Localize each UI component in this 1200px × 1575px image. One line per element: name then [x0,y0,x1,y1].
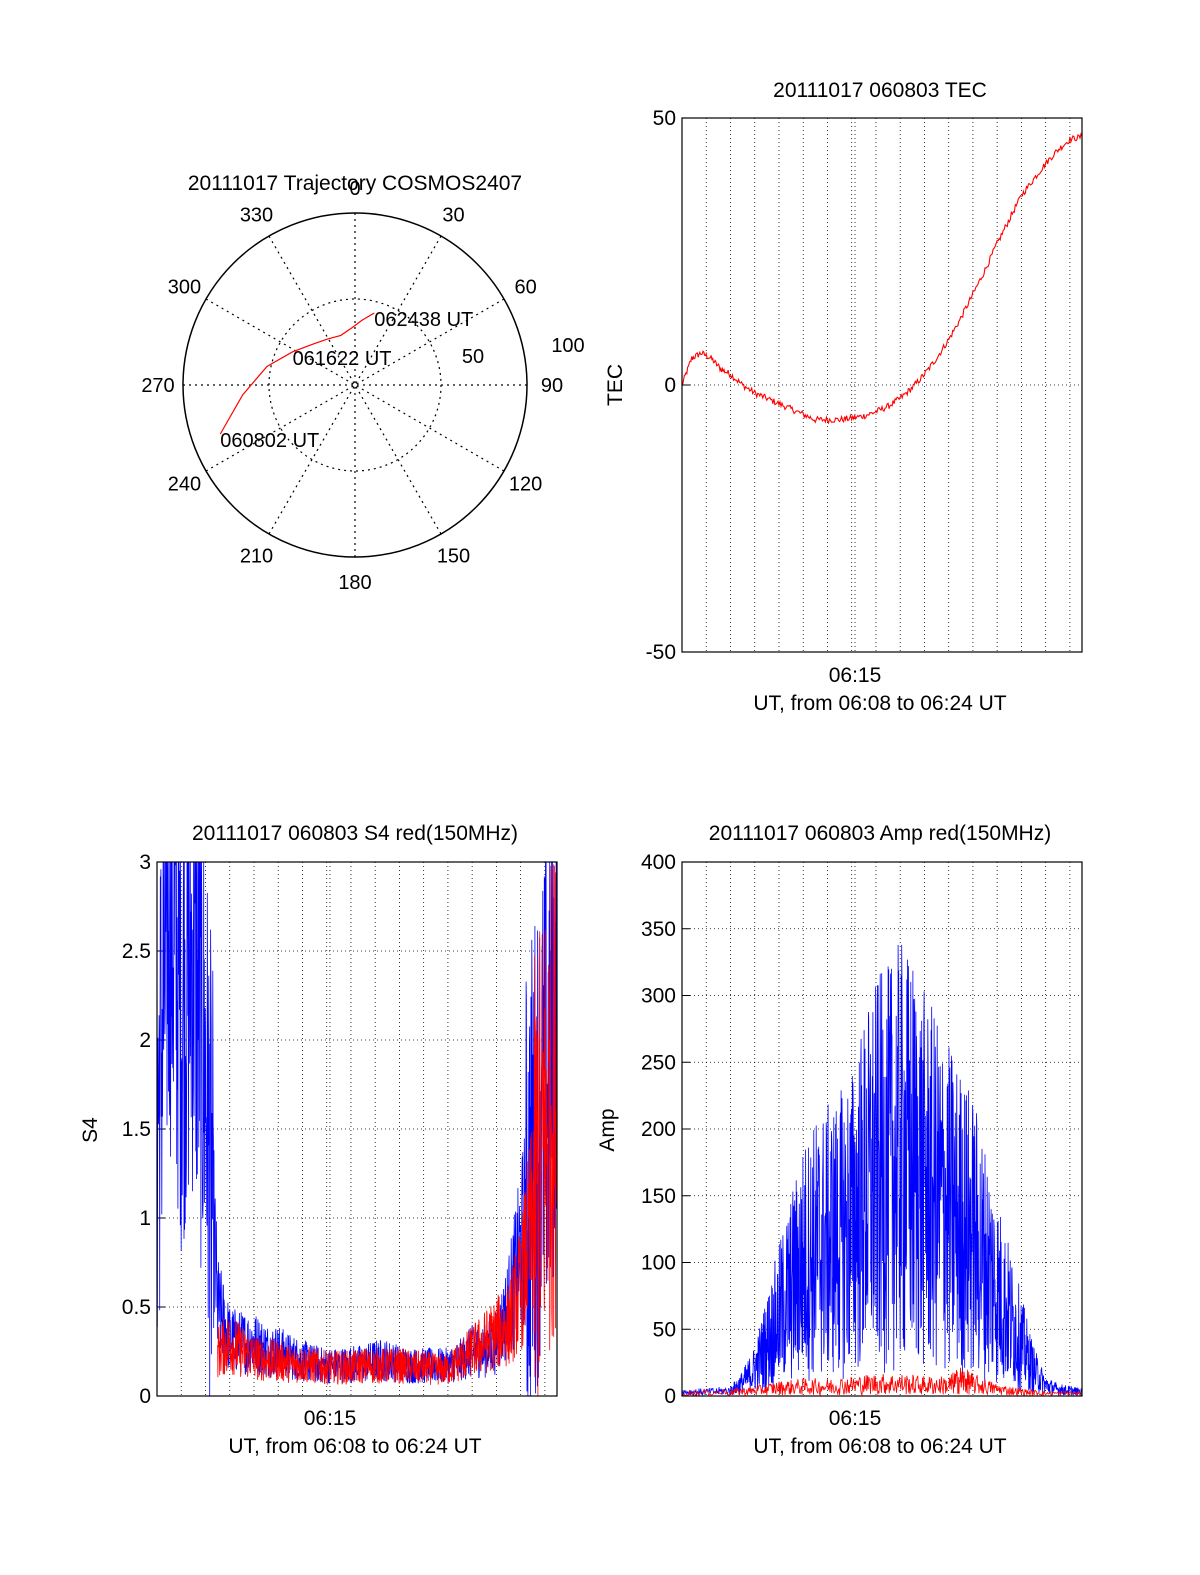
y-tick-label: 300 [641,985,676,1008]
polar-angle-label: 60 [514,277,536,299]
tec-title: 20111017 060803 TEC [773,79,987,102]
y-tick-label: 400 [641,851,676,874]
tec-plot: 20111017 060803 TEC TEC 06:15 UT, from 0… [604,79,1083,715]
polar-angle-label: 300 [168,277,201,299]
y-tick-label: 250 [641,1051,676,1074]
y-tick-label: 2 [139,1029,151,1052]
polar-angle-label: 0 [349,178,360,200]
polar-angle-label: 30 [442,204,464,226]
amp-title: 20111017 060803 Amp red(150MHz) [709,822,1051,845]
y-tick-label: 0 [139,1385,151,1408]
polar-angle-label: 210 [240,546,273,568]
plot-frame [156,861,558,1397]
polar-radius-label: 100 [551,335,584,357]
polar-angle-label: 90 [541,375,563,397]
y-tick-label: 50 [653,107,676,130]
trajectory-line [219,312,375,435]
tec-xtick-label: 06:15 [829,664,882,687]
s4-xtick-label: 06:15 [304,1407,357,1430]
polar-angle-label: 270 [141,375,174,397]
s4-xlabel: UT, from 06:08 to 06:24 UT [228,1435,481,1458]
y-tick-label: 350 [641,918,676,941]
polar-angle-label: 120 [509,474,542,496]
polar-radius-label: 50 [462,346,484,368]
trajectory-time-label: 060802 UT [220,430,319,452]
y-tick-label: 1.5 [122,1118,151,1141]
y-tick-label: 0.5 [122,1296,151,1319]
y-tick-label: 2.5 [122,940,151,963]
polar-grid [182,212,528,558]
tec-xlabel: UT, from 06:08 to 06:24 UT [753,692,1006,715]
polar-title: 20111017 Trajectory COSMOS2407 [188,172,522,195]
plot-frame [681,117,1083,653]
y-tick-label: 1 [139,1207,151,1230]
y-tick-label: 150 [641,1185,676,1208]
amp-ylabel: Amp [596,1108,619,1151]
y-tick-label: 50 [653,1318,676,1341]
s4-plot: 20111017 060803 S4 red(150MHz) S4 06:15 … [79,822,558,1458]
y-tick-label: 3 [139,851,151,874]
series-line-red [217,864,558,1397]
s4-title: 20111017 060803 S4 red(150MHz) [192,822,518,845]
polar-angle-label: 240 [168,474,201,496]
series-line-blue [681,944,1082,1397]
polar-angle-label: 180 [338,572,371,594]
y-tick-label: 0 [664,1385,676,1408]
s4-ylabel: S4 [79,1117,102,1143]
trajectory-annotations: 060802 UT 061622 UT 062438 UT [220,309,473,452]
y-tick-label: -50 [646,641,676,664]
polar-radius-labels: 50 100 [462,335,585,368]
y-tick-label: 200 [641,1118,676,1141]
tec-ylabel: TEC [604,364,627,406]
polar-trajectory-plot: 20111017 Trajectory COSMOS2407 0 30 60 90 12… [141,172,584,594]
polar-angle-label: 150 [437,546,470,568]
plot-frame [681,861,1083,1397]
trajectory-time-label: 062438 UT [374,309,473,331]
amp-xtick-label: 06:15 [829,1407,882,1430]
polar-angle-labels: 0 30 60 90 120 150 180 210 240 270 300 330 [141,178,563,594]
polar-angle-label: 330 [240,204,273,226]
y-tick-label: 100 [641,1252,676,1275]
y-tick-label: 0 [664,374,676,397]
series-line-red [681,1367,1083,1397]
amp-plot: 20111017 060803 Amp red(150MHz) Amp 06:1… [596,822,1083,1458]
trajectory-time-label: 061622 UT [293,348,392,370]
amp-xlabel: UT, from 06:08 to 06:24 UT [753,1435,1006,1458]
series-line-red [682,132,1083,425]
